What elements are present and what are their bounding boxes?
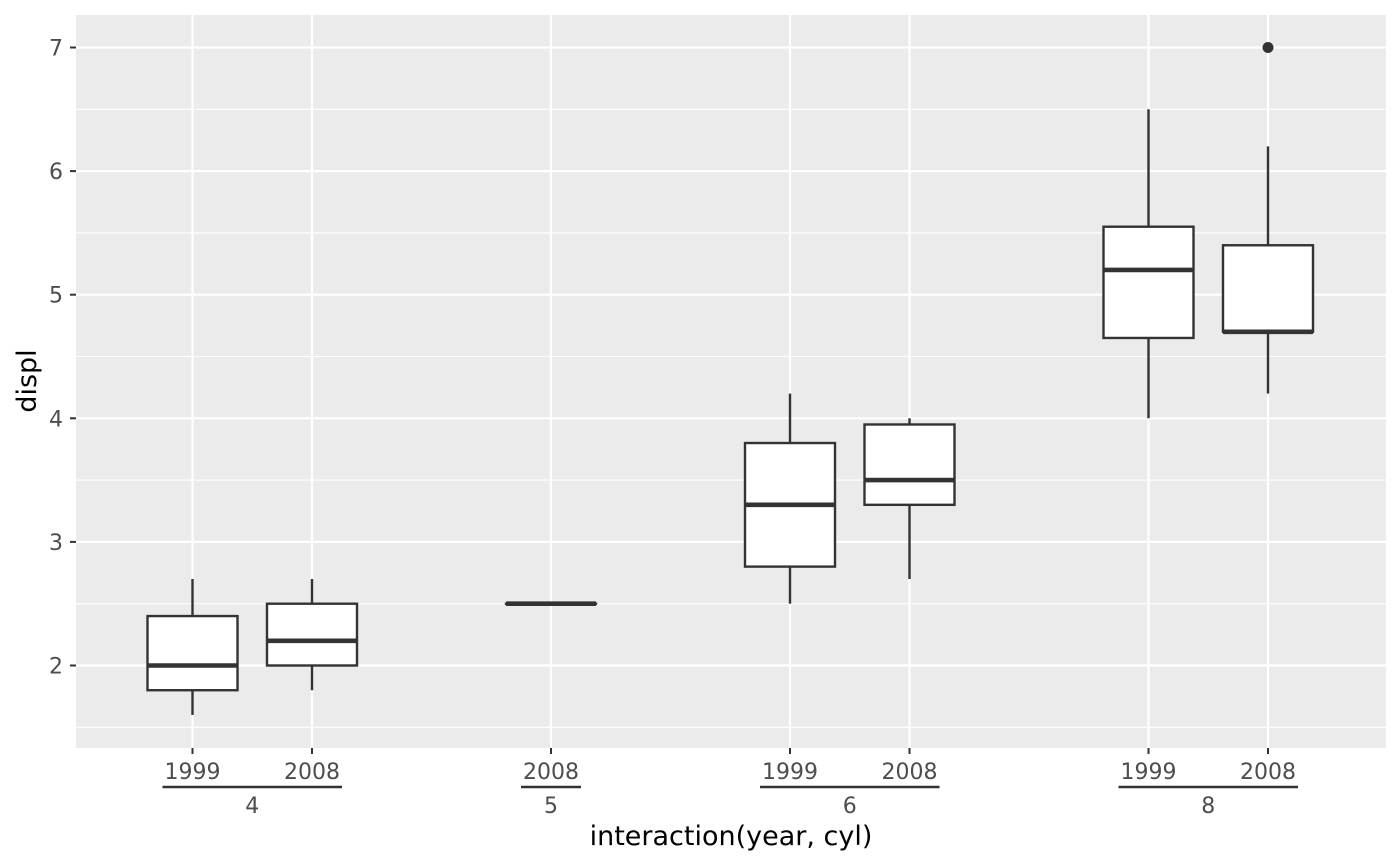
y-axis: 2 3 4 5 6 7 — [49, 37, 76, 680]
y-axis-title: displ — [12, 349, 43, 412]
x-tick-label-year: 2008 — [1240, 760, 1296, 785]
x-axis: 1999 2008 2008 1999 2008 1999 2008 4 5 6 8 — [162, 748, 1298, 819]
x-axis-title: interaction(year, cyl) — [590, 821, 873, 852]
box-1999-cyl8 — [1102, 109, 1195, 419]
x-tick-label-year: 1999 — [165, 760, 221, 785]
box-iqr — [1102, 225, 1195, 340]
y-tick-label: 7 — [49, 37, 63, 62]
x-tick-label-year: 1999 — [762, 760, 818, 785]
box-2008-cyl8 — [1221, 42, 1315, 394]
box-1999-cyl4 — [146, 578, 239, 715]
box-iqr — [265, 602, 359, 667]
box-iqr — [863, 423, 956, 507]
boxplot-series — [146, 42, 1315, 715]
x-group-label-cyl: 5 — [544, 794, 558, 819]
box-iqr — [1221, 244, 1315, 333]
x-tick-label-year: 2008 — [284, 760, 340, 785]
y-tick-label: 4 — [49, 407, 63, 432]
box-1999-cyl6 — [743, 393, 837, 604]
x-group-label-cyl: 8 — [1201, 794, 1215, 819]
box-2008-cyl4 — [265, 578, 359, 691]
y-tick-label: 3 — [49, 531, 63, 556]
x-tick-label-year: 2008 — [882, 760, 938, 785]
x-group-label-cyl: 6 — [843, 794, 857, 819]
box-iqr — [146, 614, 239, 692]
x-tick-label-year: 2008 — [523, 760, 579, 785]
box-2008-cyl6 — [863, 418, 956, 579]
outlier-point — [1262, 42, 1274, 53]
x-group-label-cyl: 4 — [245, 794, 259, 819]
x-tick-label-year: 1999 — [1121, 760, 1177, 785]
y-tick-label: 6 — [49, 160, 63, 185]
y-tick-label: 5 — [49, 284, 63, 309]
y-tick-label: 2 — [49, 655, 63, 680]
